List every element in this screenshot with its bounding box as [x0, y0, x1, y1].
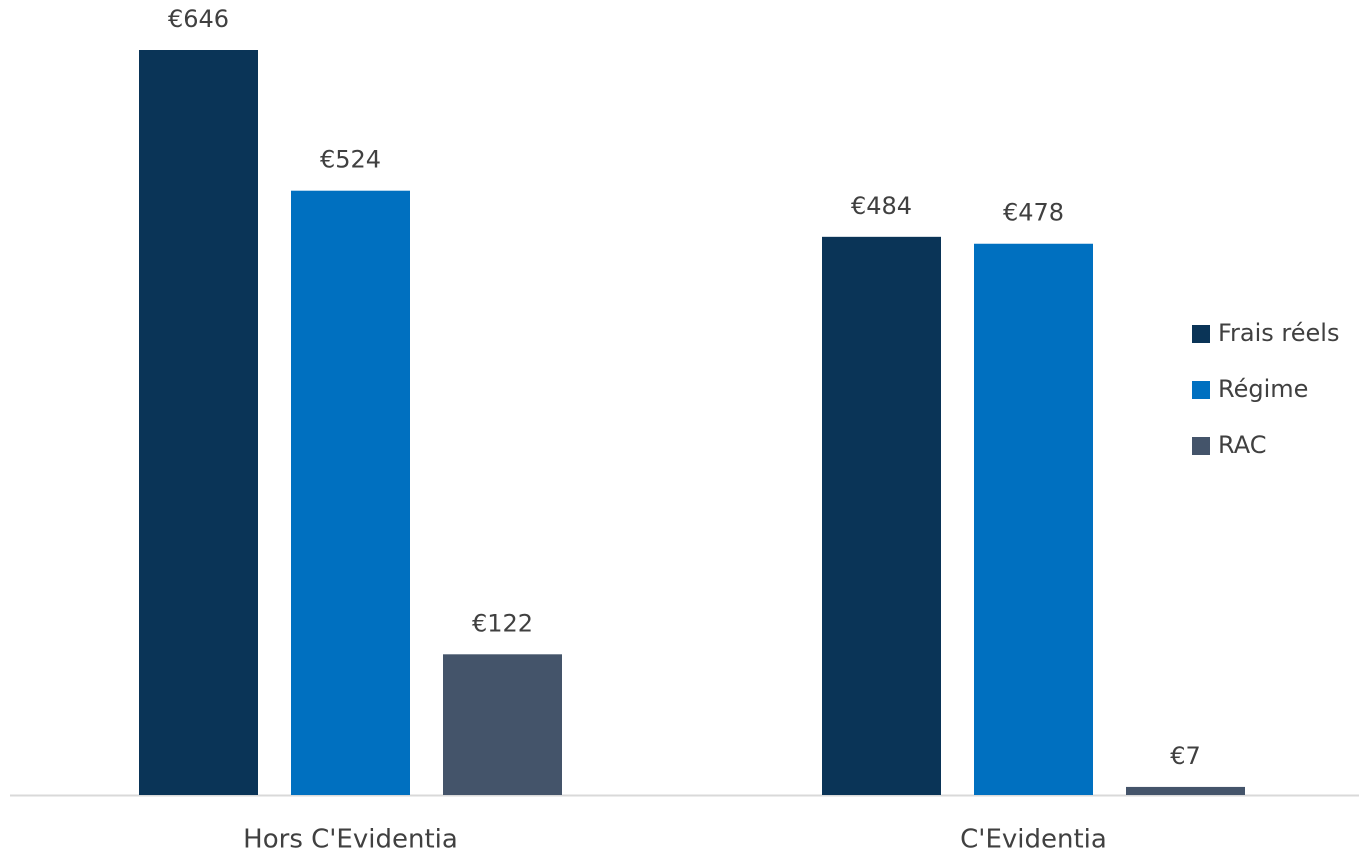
legend-swatch — [1192, 437, 1210, 455]
data-label: €7 — [1170, 742, 1201, 770]
data-label: €524 — [320, 146, 381, 174]
x-tick-label: C'Evidentia — [960, 825, 1107, 855]
bar — [974, 243, 1093, 796]
bar — [443, 654, 562, 795]
bar — [822, 236, 941, 795]
bar — [291, 190, 410, 795]
legend-label: Frais réels — [1218, 319, 1339, 347]
legend-label: Régime — [1218, 375, 1308, 403]
data-label: €478 — [1003, 199, 1064, 227]
legend-swatch — [1192, 325, 1210, 343]
bar — [1126, 786, 1245, 795]
data-label: €122 — [472, 609, 533, 637]
x-tick-label: Hors C'Evidentia — [243, 825, 458, 855]
legend-label: RAC — [1218, 431, 1266, 459]
bar — [139, 50, 258, 795]
legend-swatch — [1192, 381, 1210, 399]
data-label: €484 — [851, 192, 912, 220]
data-label: €646 — [168, 5, 229, 33]
